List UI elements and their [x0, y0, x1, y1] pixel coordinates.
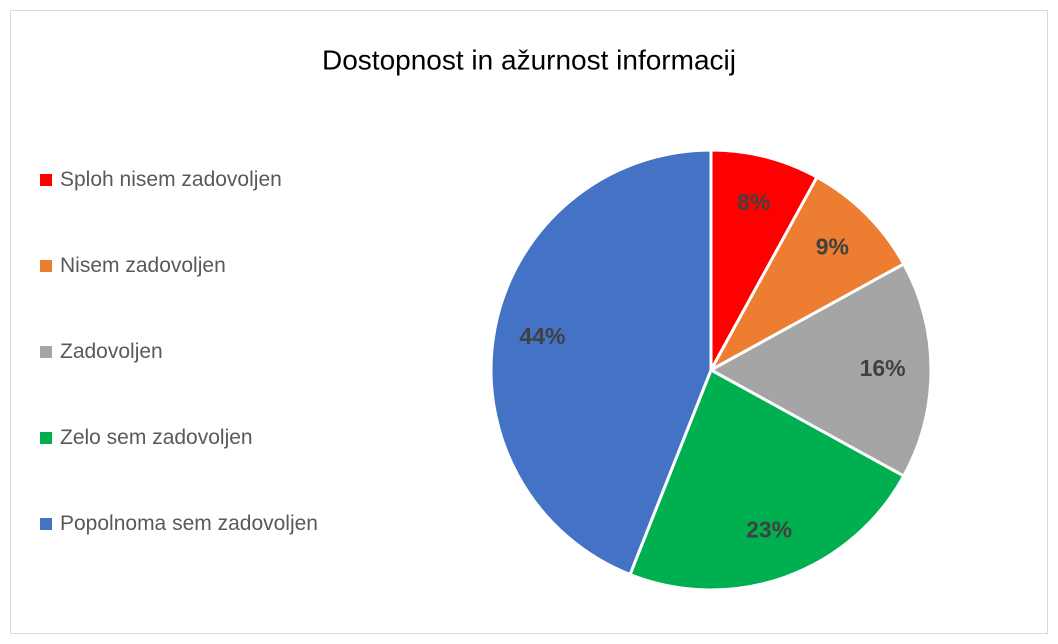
data-label: 23% — [746, 517, 792, 543]
legend-label: Popolnoma sem zadovoljen — [60, 512, 318, 535]
legend-label: Nisem zadovoljen — [60, 254, 226, 277]
legend-item: Zadovoljen — [36, 337, 320, 367]
legend-swatch — [40, 518, 52, 530]
pie-slice — [707, 175, 906, 374]
chart-title: Dostopnost in ažurnost informacij — [322, 44, 736, 75]
legend-swatch — [40, 432, 52, 444]
legend-item: Sploh nisem zadovoljen — [36, 165, 320, 195]
legend-label: Zadovoljen — [60, 340, 163, 363]
legend-item: Popolnoma sem zadovoljen — [36, 509, 320, 539]
pie-slice — [709, 148, 820, 371]
data-label: 8% — [737, 189, 770, 215]
legend-swatch — [40, 346, 52, 358]
legend-label: Zelo sem zadovoljen — [60, 426, 253, 449]
pie-slice — [707, 261, 933, 479]
pie-slice — [628, 367, 906, 592]
data-label: 44% — [519, 323, 565, 349]
legend-swatch — [40, 174, 52, 186]
pie-slice — [489, 148, 713, 577]
data-label: 16% — [860, 355, 906, 381]
legend-item: Nisem zadovoljen — [36, 251, 320, 281]
legend-swatch — [40, 260, 52, 272]
legend-label: Sploh nisem zadovoljen — [60, 168, 282, 191]
data-label: 9% — [816, 234, 849, 260]
legend-item: Zelo sem zadovoljen — [36, 423, 320, 453]
